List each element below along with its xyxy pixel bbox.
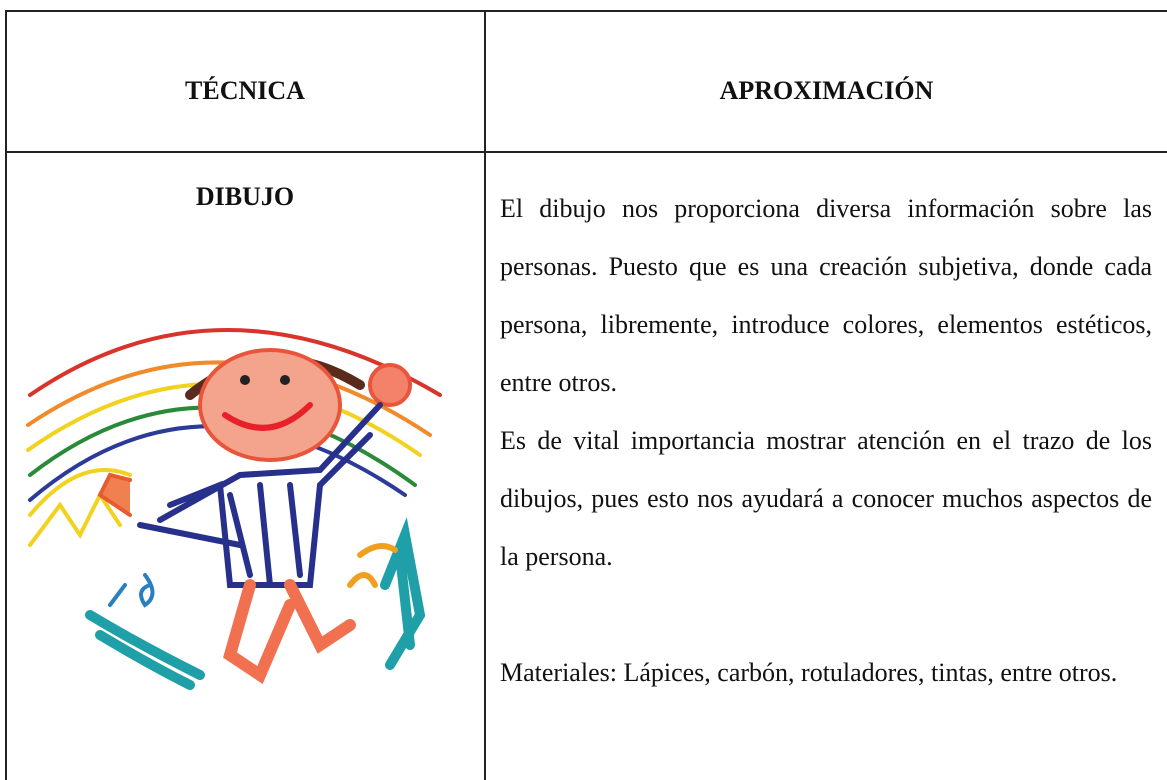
description: El dibujo nos proporciona diversa inform… <box>500 180 1152 702</box>
flower <box>108 573 155 608</box>
header-cell: TÉCNICA <box>185 76 305 105</box>
paragraph: Es de vital importancia mostrar atención… <box>500 426 1152 571</box>
child-drawing <box>26 328 442 690</box>
mouth <box>222 402 313 431</box>
table-border <box>5 10 7 780</box>
hand <box>368 363 412 407</box>
scribble <box>28 468 132 547</box>
eye <box>240 375 250 385</box>
face <box>198 348 342 462</box>
legs <box>223 579 356 684</box>
paragraph: Materiales: Lápices, carbón, rotuladores… <box>500 658 1118 687</box>
paragraph: El dibujo nos proporciona diversa inform… <box>500 194 1152 397</box>
eye <box>280 375 290 385</box>
body <box>137 402 383 588</box>
shoe <box>380 517 426 670</box>
hand <box>97 472 132 517</box>
header-cell: APROXIMACIÓN <box>719 76 934 105</box>
technique-name: DIBUJO <box>195 182 295 211</box>
row-divider <box>5 151 1167 153</box>
shoe <box>85 610 205 690</box>
flower <box>347 543 398 588</box>
rainbow-arc <box>28 328 442 397</box>
column-divider <box>484 10 486 780</box>
table-border <box>5 10 1167 12</box>
